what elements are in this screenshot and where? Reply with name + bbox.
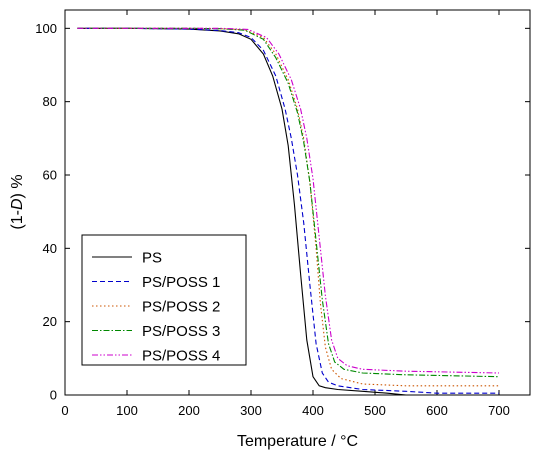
series-line-4 (77, 27, 500, 378)
x-axis-title: Temperature / °C (237, 433, 358, 450)
series-line-3 (77, 27, 499, 387)
plot-frame (64, 9, 531, 396)
x-axis-ticks: 0 100 200 300 400 500 600 700 (61, 10, 510, 418)
y-axis-title-part-2: D (9, 198, 26, 210)
legend: PS PS/POSS 1 PS/POSS 2 PS/POSS 3 PS/POSS 4 (81, 234, 247, 366)
legend-label-4: PS/POSS 3 (142, 323, 220, 340)
x-tick-label: 500 (364, 403, 386, 418)
plot-area: 0 20 40 60 80 100 0 100 200 300 400 500 600 700 (35, 9, 531, 418)
series-line-2 (77, 27, 499, 394)
x-tick-label: 600 (426, 403, 448, 418)
series-lines (77, 27, 500, 396)
x-tick-label: 400 (302, 403, 324, 418)
y-axis-title-part-1: (1- (9, 210, 26, 230)
legend-label-2: PS/POSS 1 (142, 274, 220, 291)
legend-label-1: PS (142, 250, 162, 267)
legend-label-3: PS/POSS 2 (142, 299, 220, 316)
legend-items: PS PS/POSS 1 PS/POSS 2 PS/POSS 3 PS/POSS 4 (92, 250, 220, 365)
x-tick-label: 700 (488, 403, 510, 418)
y-tick-label: 100 (35, 21, 57, 36)
y-tick-label: 20 (43, 314, 57, 329)
y-axis-title-part-3: ) % (9, 174, 26, 198)
x-tick-label: 100 (116, 403, 138, 418)
x-tick-label: 0 (61, 403, 68, 418)
x-tick-label: 200 (178, 403, 200, 418)
legend-label-5: PS/POSS 4 (142, 348, 220, 365)
x-tick-label: 300 (240, 403, 262, 418)
y-tick-label: 0 (50, 388, 57, 403)
y-axis-title: (1-D) % (9, 174, 26, 229)
y-axis-ticks: 0 20 40 60 80 100 (35, 21, 530, 403)
y-tick-label: 80 (43, 94, 57, 109)
series-line-5 (77, 27, 500, 374)
y-tick-label: 40 (43, 241, 57, 256)
y-tick-label: 60 (43, 168, 57, 183)
